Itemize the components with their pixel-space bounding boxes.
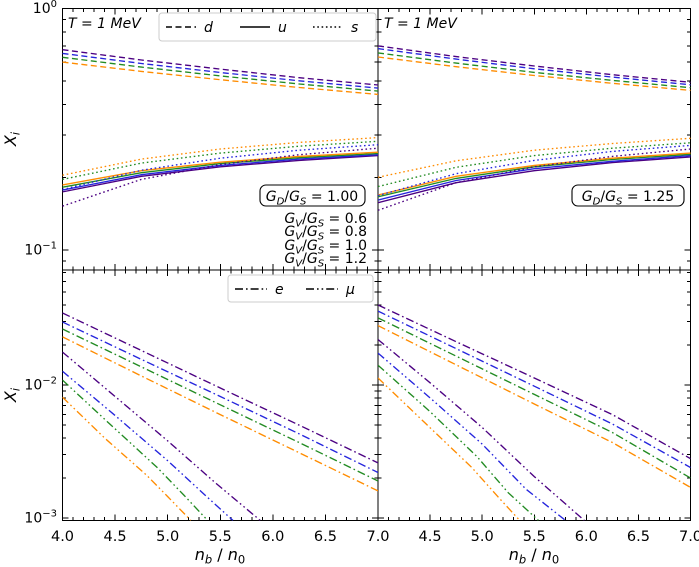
curves-top-right (378, 45, 691, 211)
panel-r0c1 (377, 8, 691, 271)
gv-ratio-row-purple: GV/GS = 0.6 (284, 211, 367, 230)
curve-s-gv1-top-right (378, 142, 691, 188)
x-tick-label: 5.5 (209, 529, 232, 545)
y-tick-label: 100 (33, 0, 57, 17)
x-tick-label: 5.0 (471, 529, 494, 545)
curve-s-gv0.6-top-left (62, 147, 378, 207)
curve-mu-gv1-bottom-right (378, 364, 539, 521)
curve-mu-gv0.6-bottom-right (378, 338, 585, 521)
curve-mu-gv1-bottom-left (62, 379, 209, 521)
legend-label-s: s (351, 20, 358, 36)
curve-e-gv0.6-bottom-right (378, 304, 691, 460)
gd-ratio-box-left (259, 184, 366, 207)
x-tick-label: 6.0 (575, 529, 598, 545)
gv-ratio-legend: GV/GS = 0.6 GV/GS = 0.8 GV/GS = 1.0 GV/G… (284, 211, 367, 270)
curve-e-gv1.2-bottom-left (62, 336, 378, 492)
y-tick-label: 10−3 (24, 509, 57, 527)
curve-u-gv1.2-top-right (378, 152, 691, 196)
curve-mu-gv0.6-bottom-left (62, 351, 261, 521)
panel-title-left: T = 1 MeV (68, 16, 142, 32)
panel-title-right: T = 1 MeV (384, 16, 458, 32)
gd-ratio-box-right (571, 184, 685, 207)
curve-u-gv0.6-top-left (62, 154, 378, 193)
y-tick-label: 10−1 (24, 241, 57, 259)
ticks-r0c1 (377, 8, 691, 270)
gv-ratio-row-blue: GV/GS = 0.8 (284, 224, 367, 243)
curve-e-gv0.6-bottom-left (62, 312, 378, 464)
curve-d-gv0.8-top-left (62, 52, 378, 89)
curve-s-gv0.8-top-left (62, 144, 378, 191)
curve-d-gv1.2-top-left (62, 61, 378, 96)
x-axis-label-right: nb / n0 (509, 545, 559, 567)
quark-legend: d u s (158, 12, 377, 42)
curve-u-gv0.6-top-right (378, 156, 691, 204)
curve-e-gv0.8-bottom-left (62, 321, 378, 474)
x-tick-label: 4.0 (51, 529, 74, 545)
curve-u-gv0.8-top-left (62, 154, 378, 191)
curve-s-gv1-top-left (62, 140, 378, 181)
ticks-r0c0 (62, 8, 379, 270)
legend-label-e: e (275, 282, 284, 298)
curves-top-left (62, 49, 378, 207)
gv-ratio-row-orange: GV/GS = 1.2 (284, 251, 367, 270)
curve-mu-gv0.8-bottom-right (378, 352, 566, 521)
curve-d-gv1-top-right (378, 52, 691, 89)
y-tick-label: 10−2 (24, 376, 57, 394)
curve-u-gv1.2-top-left (62, 151, 378, 186)
gd-ratio-annotation-left: GD/GS = 1.00 (259, 184, 366, 208)
curve-u-gv1-top-left (62, 152, 378, 188)
lepton-legend: e μ (227, 274, 374, 303)
x-tick-label: 4.5 (419, 529, 442, 545)
x-axis-label-left: nb / n0 (195, 545, 245, 567)
curve-s-gv0.6-top-right (378, 148, 691, 211)
gv-ratio-row-green: GV/GS = 1.0 (284, 238, 367, 257)
x-tick-label: 6.0 (261, 529, 284, 545)
curve-s-gv1.2-top-right (378, 137, 691, 178)
curve-d-gv0.6-top-left (62, 49, 378, 86)
curve-e-gv1-bottom-right (378, 317, 691, 479)
curve-d-gv1-top-left (62, 56, 378, 92)
legend-label-d: d (204, 20, 213, 36)
x-tick-label: 4.5 (104, 529, 127, 545)
curve-mu-gv0.8-bottom-left (62, 370, 234, 521)
curve-e-gv1.2-bottom-right (378, 324, 691, 488)
curve-d-gv0.8-top-right (378, 47, 691, 86)
curves-bottom-right (378, 304, 691, 521)
x-tick-label: 7.0 (366, 529, 389, 545)
gd-ratio-label-left: GD/GS = 1.00 (266, 189, 358, 208)
curve-s-gv1.2-top-left (62, 136, 378, 176)
legend-label-mu: μ (345, 282, 355, 298)
curve-e-gv1-bottom-left (62, 328, 378, 482)
x-tick-label: 5.5 (523, 529, 546, 545)
y-axis-label-top: Xi (1, 131, 23, 147)
legend-label-u: u (278, 20, 287, 36)
x-tick-label: 5.0 (156, 529, 179, 545)
x-tick-label: 6.5 (314, 529, 337, 545)
curves-bottom-left (62, 312, 378, 521)
ticks-r1c0 (62, 270, 379, 521)
curve-e-gv0.8-bottom-right (378, 310, 691, 469)
curve-u-gv1-top-right (378, 153, 691, 198)
curve-d-gv1.2-top-right (378, 56, 691, 92)
curve-s-gv0.8-top-right (378, 144, 691, 197)
curve-d-gv0.6-top-right (378, 45, 691, 83)
lepton-legend-box (227, 274, 374, 303)
gd-ratio-label-right: GD/GS = 1.25 (582, 189, 674, 208)
curve-mu-gv1.2-bottom-right (378, 377, 521, 521)
x-tick-label: 7.0 (679, 529, 699, 545)
plot-area: 4.0 4.5 5.0 5.5 6.0 6.5 7.0 4.5 5.0 5.5 6.0 6.5 7.0 1… (24, 0, 699, 545)
gd-ratio-annotation-right: GD/GS = 1.25 (571, 184, 685, 208)
curve-u-gv0.8-top-right (378, 154, 691, 201)
x-tick-label: 6.5 (627, 529, 650, 545)
y-axis-label-bottom: Xi (1, 387, 23, 403)
